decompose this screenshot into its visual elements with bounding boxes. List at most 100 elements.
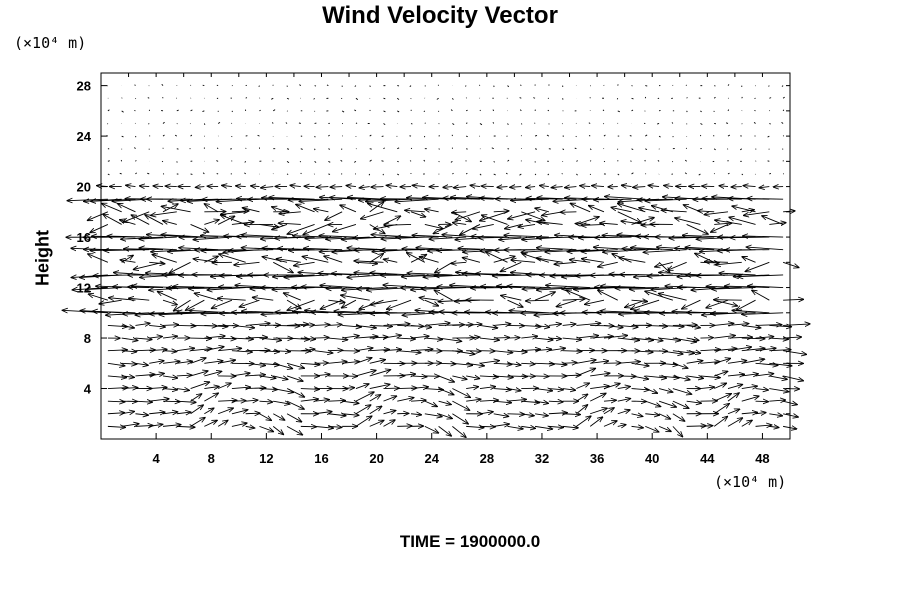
wind-vector [204,256,218,263]
wind-vector [162,351,177,352]
wind-vector [278,223,301,224]
wind-vector [548,348,566,351]
wind-vector [271,97,274,100]
wind-vector [499,237,536,240]
wind-vector [286,148,290,150]
wind-vector [245,400,258,401]
wind-vector [714,394,731,402]
wind-vector [204,420,217,427]
wind-vector [700,262,719,263]
wind-vector [369,159,372,162]
wind-vector [755,389,769,391]
wind-vector [285,122,288,124]
wind-vector [190,418,206,427]
wind-vector [412,185,425,186]
wind-vector [424,224,443,228]
time-value: 1900000.0 [459,532,541,551]
wind-vector [204,204,219,213]
wind-vector [493,351,513,353]
wind-vector [479,325,498,328]
wind-vector [176,412,191,414]
wind-vector [782,135,785,137]
wind-vector [149,313,191,314]
wind-vector [711,224,729,232]
wind-vector [727,324,749,326]
wind-vector [424,299,439,306]
wind-vector [769,388,788,392]
wind-vector [162,134,165,137]
wind-vector [369,85,371,88]
wind-vector [521,325,541,326]
wind-vector [736,299,756,310]
wind-vector [421,288,467,289]
wind-vector [259,401,272,402]
wind-vector [261,187,274,188]
wind-vector [217,216,235,225]
wind-vector [590,336,613,338]
wind-vector [217,121,221,124]
wind-vector [727,374,745,376]
wind-vector [369,134,372,137]
wind-vector [755,337,774,338]
wind-vector [672,400,689,408]
wind-vector [88,254,109,263]
wind-vector [121,351,137,352]
wind-vector [501,295,522,301]
wind-vector [576,383,589,389]
x-tick-label: 12 [259,451,273,466]
wind-vector [258,85,260,87]
wind-vector [107,173,110,176]
wind-vector [537,222,563,225]
wind-vector [216,160,219,162]
wind-vector [507,376,528,377]
wind-vector [566,290,591,301]
wind-vector [286,299,301,308]
wind-vector [603,383,620,389]
x-tick-label: 28 [480,451,494,466]
wind-vector [273,413,285,420]
wind-vector [783,211,795,212]
x-tick-label: 40 [645,451,659,466]
wind-vector [520,123,523,125]
wind-vector [231,338,253,339]
wind-vector [300,338,316,339]
wind-vector [99,299,122,304]
wind-vector [419,298,439,301]
wind-vector [479,123,483,126]
wind-vector [548,413,567,414]
wind-vector [700,387,714,388]
wind-vector [149,262,165,263]
wind-vector [139,237,177,239]
wind-vector [286,388,305,398]
wind-vector [748,286,784,288]
wind-vector [120,159,123,162]
wind-vector [782,109,785,112]
wind-vector [135,374,155,376]
wind-vector [657,160,660,162]
wind-vector [589,148,592,151]
wind-vector [493,376,513,378]
wind-vector [424,85,426,87]
wind-vector [769,325,791,326]
wind-vector [619,258,646,263]
wind-vector [355,348,373,351]
wind-vector [436,97,439,100]
wind-vector [419,257,439,263]
wind-vector [204,408,214,415]
wind-vector [286,160,290,164]
wind-vector [685,84,687,86]
wind-vector [103,214,122,225]
wind-vector [603,335,628,338]
wind-vector [521,426,535,428]
wind-vector [740,148,743,151]
wind-vector [271,122,274,124]
wind-vector [452,123,455,126]
wind-vector [369,370,391,377]
wind-vector [686,351,701,354]
wind-vector [411,387,428,389]
wind-vector [536,258,563,263]
wind-vector [314,135,316,138]
wind-vector [575,135,577,138]
wind-vector [659,350,683,354]
wind-vector [369,109,371,112]
